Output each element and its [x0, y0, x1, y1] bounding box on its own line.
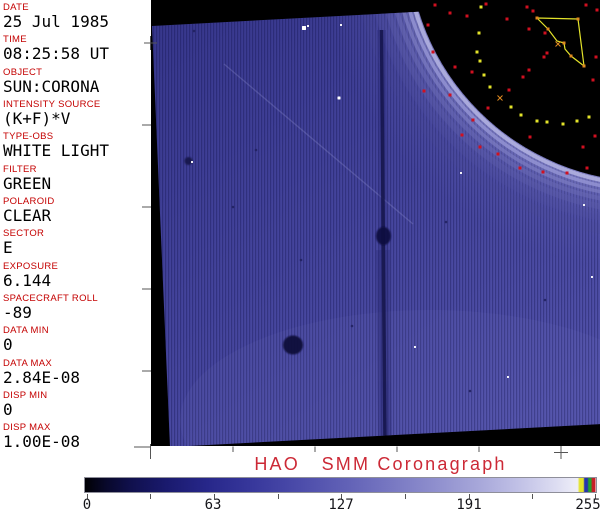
colorbar-ticks: [85, 494, 597, 500]
fiducial-ticks: [134, 36, 568, 459]
x-markers: [497, 41, 561, 101]
metadata-panel: DATE 25 Jul 1985 TIME 08:25:58 UT OBJECT…: [3, 2, 148, 455]
metadata-label: OBJECT: [3, 66, 43, 78]
metadata-value: 25 Jul 1985: [3, 12, 109, 31]
colorbar-tick: [404, 494, 406, 499]
metadata-entry: OBJECT SUN:CORONA: [3, 67, 148, 99]
metadata-entry: INTENSITY SOURCE (K+F)*V: [3, 99, 148, 131]
metadata-label: DATA MIN: [3, 325, 49, 337]
metadata-label: TIME: [3, 34, 27, 46]
metadata-entry: SPACECRAFT ROLL -89: [3, 293, 148, 325]
metadata-value: 0: [3, 400, 13, 420]
metadata-entry: SECTOR E: [3, 228, 148, 260]
colorbar-tick: [150, 494, 151, 499]
metadata-value: GREEN: [3, 173, 52, 193]
metadata-value: 1.00E-08: [3, 432, 81, 452]
metadata-value: CLEAR: [3, 206, 52, 226]
metadata-label: DATE: [3, 2, 29, 13]
metadata-entry: TIME 08:25:58 UT: [3, 34, 148, 66]
metadata-label: INTENSITY SOURCE: [3, 99, 101, 111]
occulter-disk: [415, 0, 600, 177]
metadata-entry: DATA MIN 0: [3, 325, 148, 357]
metadata-value: (K+F)*V: [3, 109, 71, 129]
metadata-label: POLAROID: [3, 196, 55, 208]
star-specks: [191, 24, 593, 378]
colorbar-tick: [277, 494, 279, 499]
colorbar: [84, 477, 597, 493]
metadata-value: 08:25:58 UT: [3, 44, 109, 64]
metadata-value: -89: [3, 303, 32, 323]
metadata-value: 0: [3, 335, 13, 355]
colorbar-tick: [468, 494, 470, 499]
image-title: HAO SMM Coronagraph: [254, 454, 507, 474]
yellow-marker-dots: [475, 5, 591, 126]
metadata-label: FILTER: [3, 163, 37, 175]
metadata-entry: DISP MAX 1.00E-08: [3, 422, 148, 454]
metadata-value: 2.84E-08: [3, 367, 81, 387]
small-dark-spot: [184, 157, 193, 165]
metadata-label: DISP MIN: [3, 390, 48, 402]
metadata-label: DATA MAX: [3, 357, 53, 369]
colorbar-tick-label: 63: [204, 497, 222, 512]
polygon-vertex-dots: [535, 16, 586, 68]
colorbar-tick: [531, 494, 533, 499]
metadata-label: DISP MAX: [3, 422, 51, 434]
metadata-value: SUN:CORONA: [3, 76, 100, 96]
colorbar-tick: [595, 494, 596, 499]
metadata-label: SPACECRAFT ROLL: [3, 293, 98, 305]
survey-polygon: [535, 17, 585, 68]
colorbar-tick-label: 127: [328, 497, 354, 512]
colorbar-tick-label: 255: [575, 497, 600, 512]
dust-specks: [192, 29, 547, 393]
colorbar-tick: [87, 494, 88, 499]
metadata-value: E: [3, 238, 13, 258]
metadata-entry: POLAROID CLEAR: [3, 196, 148, 228]
metadata-value: 6.144: [3, 270, 52, 290]
metadata-label: TYPE-OBS: [3, 131, 54, 143]
metadata-value: WHITE LIGHT: [3, 141, 109, 161]
metadata-entry: DISP MIN 0: [3, 390, 148, 422]
metadata-label: EXPOSURE: [3, 260, 59, 272]
metadata-entry: FILTER GREEN: [3, 164, 148, 196]
metadata-entry: DATA MAX 2.84E-08: [3, 358, 148, 390]
dark-blob-on-pylon: [376, 227, 391, 245]
colorbar-tick-label: 0: [82, 497, 92, 512]
metadata-entry: EXPOSURE 6.144: [3, 261, 148, 293]
colorbar-tick-label: 191: [456, 497, 482, 512]
red-marker-dots: [422, 2, 599, 175]
metadata-entry: TYPE-OBS WHITE LIGHT: [3, 131, 148, 163]
colorbar-tick: [341, 494, 342, 499]
colorbar-tick: [213, 494, 215, 499]
metadata-entry: DATE 25 Jul 1985: [3, 2, 148, 34]
dark-blob: [283, 335, 303, 355]
metadata-label: SECTOR: [3, 228, 45, 240]
